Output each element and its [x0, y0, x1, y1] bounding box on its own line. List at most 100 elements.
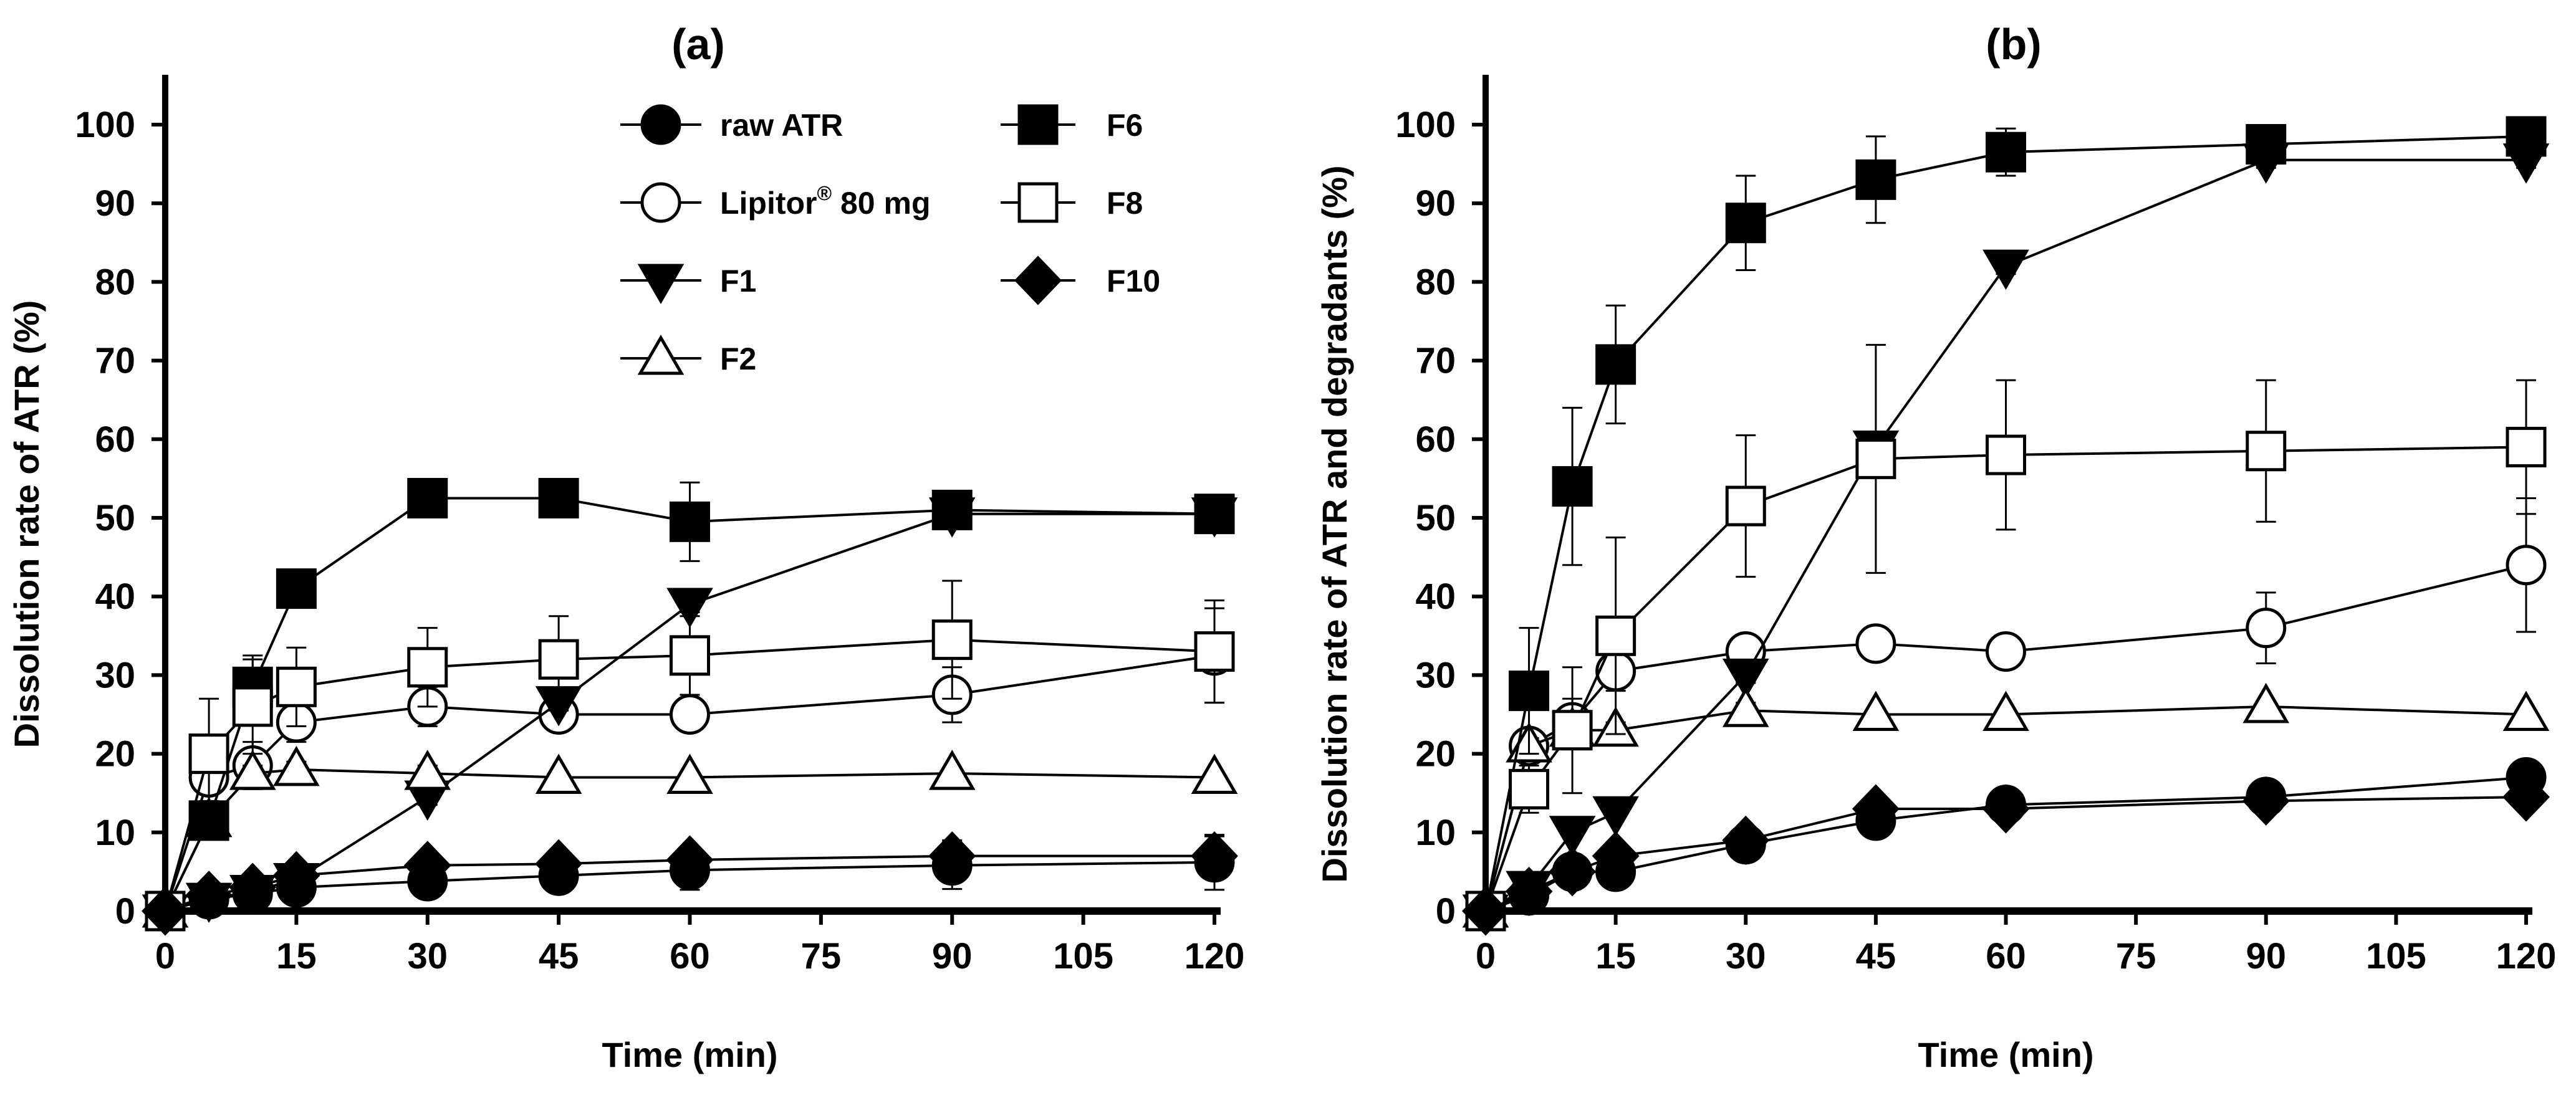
data-point — [1191, 753, 1238, 794]
x-tick-label: 30 — [1726, 936, 1766, 976]
y-tick-label: 10 — [1415, 813, 1456, 853]
legend-entry-f8: F8 — [1001, 182, 1143, 223]
data-point — [1722, 658, 1769, 699]
data-point — [666, 835, 714, 885]
x-tick-label: 120 — [2496, 936, 2557, 976]
data-point — [1855, 623, 1896, 664]
x-tick-label: 105 — [1053, 936, 1113, 976]
data-point — [185, 871, 233, 920]
series-line — [1484, 563, 2527, 912]
data-point — [2506, 426, 2547, 467]
legend-entry-f2: F2 — [620, 335, 756, 376]
legend-marker — [1017, 104, 1059, 145]
data-point — [1982, 784, 2030, 834]
y-tick-label: 40 — [1415, 576, 1456, 617]
y-tick-label: 20 — [1415, 734, 1456, 775]
data-point — [1462, 886, 1509, 936]
x-tick-label: 60 — [1986, 936, 2026, 976]
data-point — [666, 588, 713, 628]
x-tick-label: 0 — [155, 936, 175, 976]
data-point — [538, 639, 579, 680]
series-f2 — [1462, 682, 2550, 928]
data-point — [188, 733, 229, 775]
legend-entry-lipitor: Lipitor® 80 mg — [620, 182, 931, 223]
y-tick-label: 40 — [95, 576, 135, 617]
y-tick-label: 30 — [95, 655, 135, 695]
data-point — [1855, 159, 1896, 200]
data-point — [2246, 608, 2287, 649]
y-tick-label: 30 — [1415, 655, 1456, 695]
data-point — [1595, 615, 1636, 656]
data-point — [2242, 682, 2290, 723]
x-tick-label: 90 — [932, 936, 973, 976]
data-point — [1595, 344, 1636, 385]
y-tick-label: 100 — [1395, 105, 1456, 145]
data-point — [1982, 690, 2029, 731]
legend-marker — [1017, 182, 1059, 223]
x-axis-label: Time (min) — [602, 1035, 777, 1074]
y-tick-label: 70 — [95, 341, 135, 381]
data-point — [535, 753, 582, 794]
y-axis-label: Dissolution rate of ATR (%) — [7, 300, 46, 748]
data-point — [1986, 434, 2026, 475]
data-point — [931, 489, 973, 530]
y-tick-label: 70 — [1415, 341, 1456, 381]
data-point — [2242, 776, 2290, 826]
legend-marker — [640, 104, 681, 145]
chart-panel-b: (b) 0 10 20 30 40 50 60 70 80 90 100 0 15 30 45 60 75 90 10… — [1315, 20, 2556, 1074]
data-point — [1986, 631, 2026, 672]
data-point — [276, 666, 317, 707]
data-point — [2502, 690, 2550, 731]
data-point — [2506, 116, 2547, 157]
legend-label: F6 — [1107, 108, 1143, 143]
y-tick-label: 20 — [95, 734, 135, 775]
data-point — [1592, 831, 1640, 881]
data-point — [1852, 784, 1900, 834]
data-point — [1722, 687, 1769, 727]
y-tick-label: 50 — [95, 498, 135, 538]
y-tick-label: 60 — [95, 419, 135, 460]
panel-title: (a) — [671, 20, 725, 69]
data-point — [2246, 431, 2287, 472]
y-tick-label: 10 — [95, 813, 135, 853]
chart-panel-a: (a) 0 10 20 30 40 50 60 70 80 90 100 0 15 30 45 60 75 90 10… — [7, 20, 1244, 1074]
legend-marker — [1014, 255, 1062, 305]
data-point — [2502, 772, 2550, 822]
data-point — [666, 753, 713, 794]
series-f6 — [145, 477, 1235, 932]
data-point — [670, 501, 710, 542]
legend-marker — [637, 335, 685, 375]
data-point — [1194, 631, 1235, 672]
data-point — [1552, 466, 1593, 507]
x-tick-label: 60 — [670, 936, 710, 976]
legend-label: raw ATR — [720, 108, 843, 143]
series-f10 — [1462, 772, 2550, 936]
legend-marker — [640, 182, 681, 223]
data-point — [928, 831, 976, 881]
legend-label: F8 — [1107, 186, 1143, 221]
legend-label: Lipitor® 80 mg — [720, 182, 931, 221]
x-tick-label: 15 — [1595, 936, 1636, 976]
data-point — [670, 635, 710, 676]
x-tick-label: 45 — [539, 936, 579, 976]
data-point — [1505, 866, 1553, 917]
panel-title: (b) — [1986, 20, 2041, 69]
data-point — [404, 750, 451, 790]
data-point — [1852, 690, 1900, 731]
legend-entry-f1: F1 — [620, 264, 756, 304]
y-tick-label: 90 — [95, 183, 135, 224]
data-point — [229, 750, 276, 790]
data-point — [1722, 815, 1770, 866]
x-tick-label: 30 — [407, 936, 448, 976]
data-point — [1549, 816, 1596, 856]
data-point — [2246, 124, 2287, 165]
data-point — [273, 745, 320, 786]
legend-entry-f6: F6 — [1001, 104, 1143, 145]
data-point — [670, 694, 710, 735]
data-point — [232, 686, 273, 727]
data-point — [1191, 831, 1238, 881]
data-point — [931, 619, 973, 661]
x-tick-label: 0 — [1476, 936, 1496, 976]
x-tick-label: 105 — [2366, 936, 2426, 976]
